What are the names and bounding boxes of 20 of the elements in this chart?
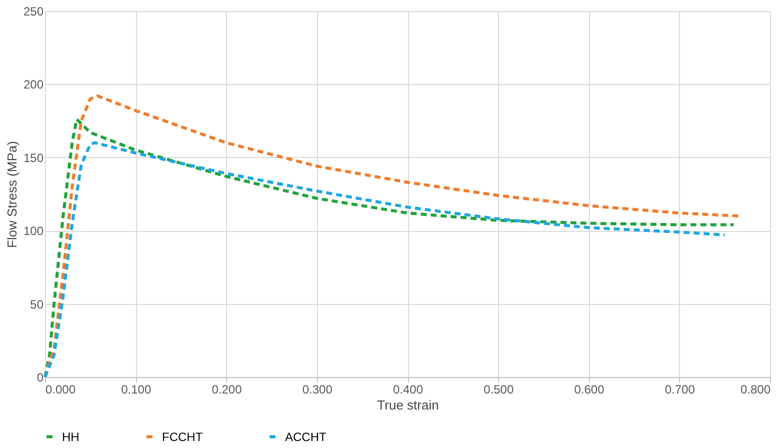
x-tick-label: 0.800 [740,382,771,396]
x-tick-label: 0.400 [392,382,424,396]
y-tick-label: 50 [30,297,44,312]
legend-label: ACCHT [285,430,327,444]
legend-label: HH [62,430,80,444]
y-tick-label: 100 [23,224,44,238]
x-tick-label: 0.000 [46,382,76,396]
y-axis-title: Flow Stress (MPa) [4,141,20,248]
x-tick-label: 0.500 [484,382,514,396]
y-tick-label: 0 [36,370,44,384]
x-axis-title: True strain [377,398,439,412]
y-tick-label: 150 [23,150,44,165]
x-tick-label: 0.700 [664,382,696,396]
legend-label: FCCHT [162,430,204,444]
y-tick-label: 200 [23,78,44,92]
x-tick-label: 0.100 [121,382,152,396]
x-tick-label: 0.600 [574,382,605,396]
x-tick-label: 0.300 [302,382,333,396]
x-tick-label: 0.200 [212,382,242,396]
y-tick-label: 250 [23,4,44,18]
